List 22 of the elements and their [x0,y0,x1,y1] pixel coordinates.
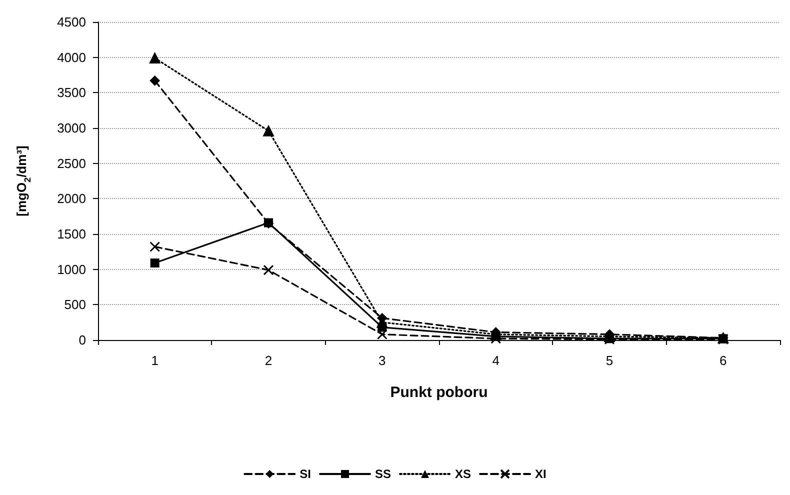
y-tick-label: 500 [64,297,86,312]
x-tick-label: 3 [378,353,386,368]
y-tick-label: 2500 [57,156,86,171]
legend-label: SI [300,467,311,481]
y-tick-label: 4500 [57,14,86,30]
x-axis-title: Punkt poboru [390,384,488,401]
x-tick-label: 4 [492,353,500,368]
legend-label: SS [374,467,392,481]
x-tick-label: 6 [720,353,727,368]
y-axis-title: [mgO2/dm³] [14,146,32,216]
y-tick-label: 1000 [57,262,86,277]
y-tick-label: 0 [78,332,86,348]
legend-label: XI [535,467,546,481]
y-tick-label: 2000 [57,191,86,206]
y-tick-label: 4000 [57,50,86,65]
x-tick-label: 2 [264,353,272,368]
x-tick-label: 1 [151,353,158,368]
y-tick-label: 3500 [57,85,86,100]
y-tick-label: 1500 [57,226,86,242]
legend-label: XS [455,467,472,481]
x-tick-label: 5 [606,353,614,368]
y-tick-label: 3000 [57,120,86,136]
